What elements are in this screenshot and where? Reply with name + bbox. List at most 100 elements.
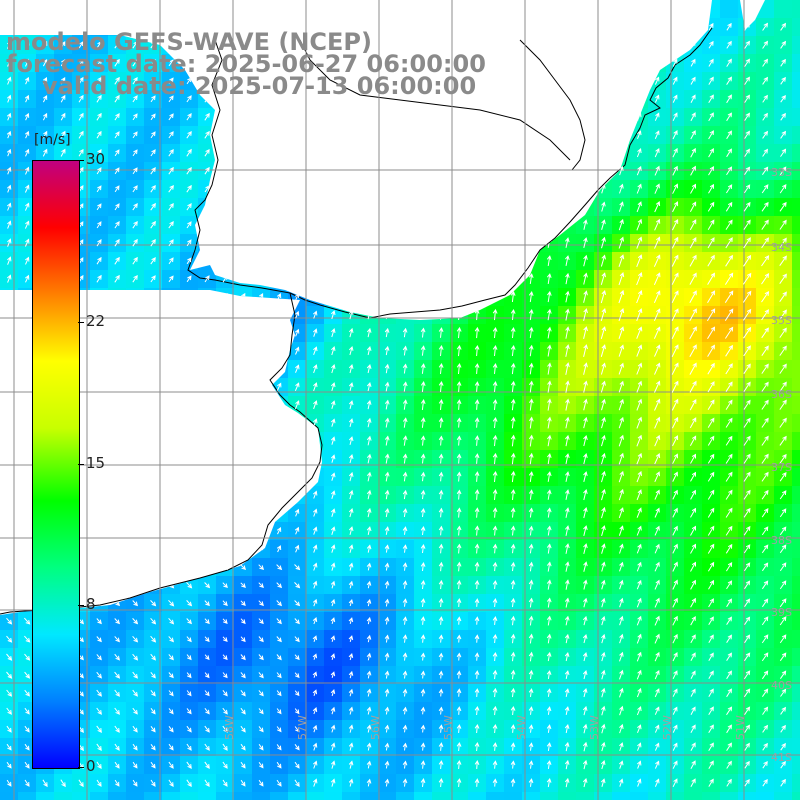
land-mask bbox=[0, 0, 765, 615]
longitude-label: 52W bbox=[661, 715, 674, 740]
wind-arrow bbox=[114, 167, 120, 175]
wind-arrow bbox=[583, 237, 588, 249]
wind-arrow bbox=[6, 148, 12, 157]
wind-cell bbox=[792, 396, 800, 415]
wind-cell bbox=[792, 198, 800, 217]
wind-arrow bbox=[762, 94, 768, 103]
latitude-label: 41S bbox=[771, 751, 792, 764]
wind-arrow bbox=[708, 112, 714, 122]
wind-arrow bbox=[114, 185, 120, 193]
wind-arrow bbox=[762, 40, 768, 49]
wind-arrow bbox=[725, 237, 733, 249]
wind-arrow bbox=[186, 184, 192, 193]
colorbar-tick-label: 22 bbox=[86, 311, 106, 330]
wind-arrow bbox=[780, 148, 787, 157]
wind-cell bbox=[792, 108, 800, 127]
wind-arrow bbox=[78, 94, 84, 103]
wind-cell bbox=[792, 738, 800, 757]
wind-arrow bbox=[761, 184, 769, 194]
wind-arrow bbox=[96, 167, 102, 175]
wind-arrow bbox=[726, 40, 732, 49]
wind-arrow bbox=[132, 113, 138, 121]
wind-arrow bbox=[672, 147, 678, 158]
wind-cell bbox=[72, 792, 91, 800]
wind-arrow bbox=[150, 77, 156, 85]
wind-cell bbox=[666, 792, 685, 800]
wind-arrow bbox=[96, 239, 102, 247]
wind-cell bbox=[126, 792, 145, 800]
wind-arrow bbox=[726, 130, 732, 140]
wind-arrow bbox=[24, 58, 30, 67]
wind-arrow bbox=[150, 184, 156, 193]
wind-arrow bbox=[636, 236, 643, 249]
wind-arrow bbox=[186, 166, 192, 175]
wind-arrow bbox=[24, 112, 30, 121]
wind-arrow bbox=[6, 184, 12, 193]
wind-arrow bbox=[204, 130, 210, 139]
wind-arrow bbox=[636, 201, 642, 213]
wind-arrow bbox=[690, 130, 696, 140]
wind-cell bbox=[792, 612, 800, 631]
wind-cell bbox=[792, 774, 800, 793]
wind-arrow bbox=[132, 167, 138, 175]
wind-arrow bbox=[743, 184, 751, 194]
wind-arrow bbox=[779, 166, 787, 176]
wind-arrow bbox=[708, 183, 715, 194]
wind-arrow bbox=[744, 94, 750, 103]
wind-arrow bbox=[671, 218, 679, 231]
wind-arrow bbox=[672, 76, 678, 85]
wind-arrow bbox=[690, 112, 696, 122]
wind-arrow bbox=[60, 94, 66, 103]
wind-arrow bbox=[96, 221, 102, 229]
wind-arrow bbox=[726, 112, 732, 122]
wind-cell bbox=[792, 216, 800, 235]
wind-arrow bbox=[96, 58, 102, 67]
wind-cell bbox=[432, 792, 451, 800]
wind-arrow bbox=[186, 113, 192, 121]
wind-arrow bbox=[60, 59, 66, 67]
valid-date: valid date: 2025-07-13 06:00:00 bbox=[42, 72, 477, 100]
wind-cell bbox=[198, 792, 217, 800]
wind-arrow bbox=[762, 130, 769, 139]
wind-arrow bbox=[96, 94, 102, 103]
wind-arrow bbox=[654, 201, 661, 213]
wind-arrow bbox=[43, 76, 48, 85]
wind-arrow bbox=[780, 130, 786, 139]
wind-arrow bbox=[671, 236, 679, 249]
wind-arrow bbox=[779, 201, 787, 212]
wind-cell bbox=[792, 684, 800, 703]
wind-cell bbox=[792, 234, 800, 253]
wind-arrow bbox=[708, 94, 714, 104]
wind-arrow bbox=[132, 40, 138, 49]
wind-cell bbox=[792, 720, 800, 739]
wind-cell bbox=[792, 252, 800, 271]
wind-arrow bbox=[672, 58, 678, 67]
wind-cell bbox=[576, 792, 595, 800]
wind-arrow bbox=[168, 95, 174, 103]
wind-arrow bbox=[601, 219, 606, 230]
wind-arrow bbox=[78, 59, 84, 67]
wind-cell bbox=[792, 54, 800, 73]
wind-arrow bbox=[150, 167, 156, 175]
wind-cell bbox=[792, 288, 800, 307]
wind-cell bbox=[792, 144, 800, 163]
wind-arrow bbox=[654, 218, 661, 231]
colorbar-tick-mark bbox=[78, 463, 84, 465]
wind-arrow bbox=[132, 203, 138, 211]
longitude-label: 55W bbox=[442, 715, 455, 740]
wind-arrow bbox=[168, 131, 174, 139]
wind-arrow bbox=[150, 95, 156, 103]
wind-arrow bbox=[654, 130, 660, 140]
wind-arrow bbox=[708, 22, 714, 31]
wind-arrow bbox=[96, 41, 102, 49]
wind-arrow bbox=[762, 58, 768, 67]
wind-arrow bbox=[779, 237, 787, 248]
latitude-label: 37S bbox=[771, 461, 792, 474]
wind-arrow bbox=[672, 183, 678, 194]
wind-cell bbox=[90, 792, 109, 800]
wind-arrow bbox=[690, 183, 696, 194]
wind-arrow bbox=[24, 238, 30, 247]
wind-cell bbox=[612, 792, 631, 800]
wind-arrow bbox=[636, 148, 642, 158]
wind-cell bbox=[792, 756, 800, 775]
